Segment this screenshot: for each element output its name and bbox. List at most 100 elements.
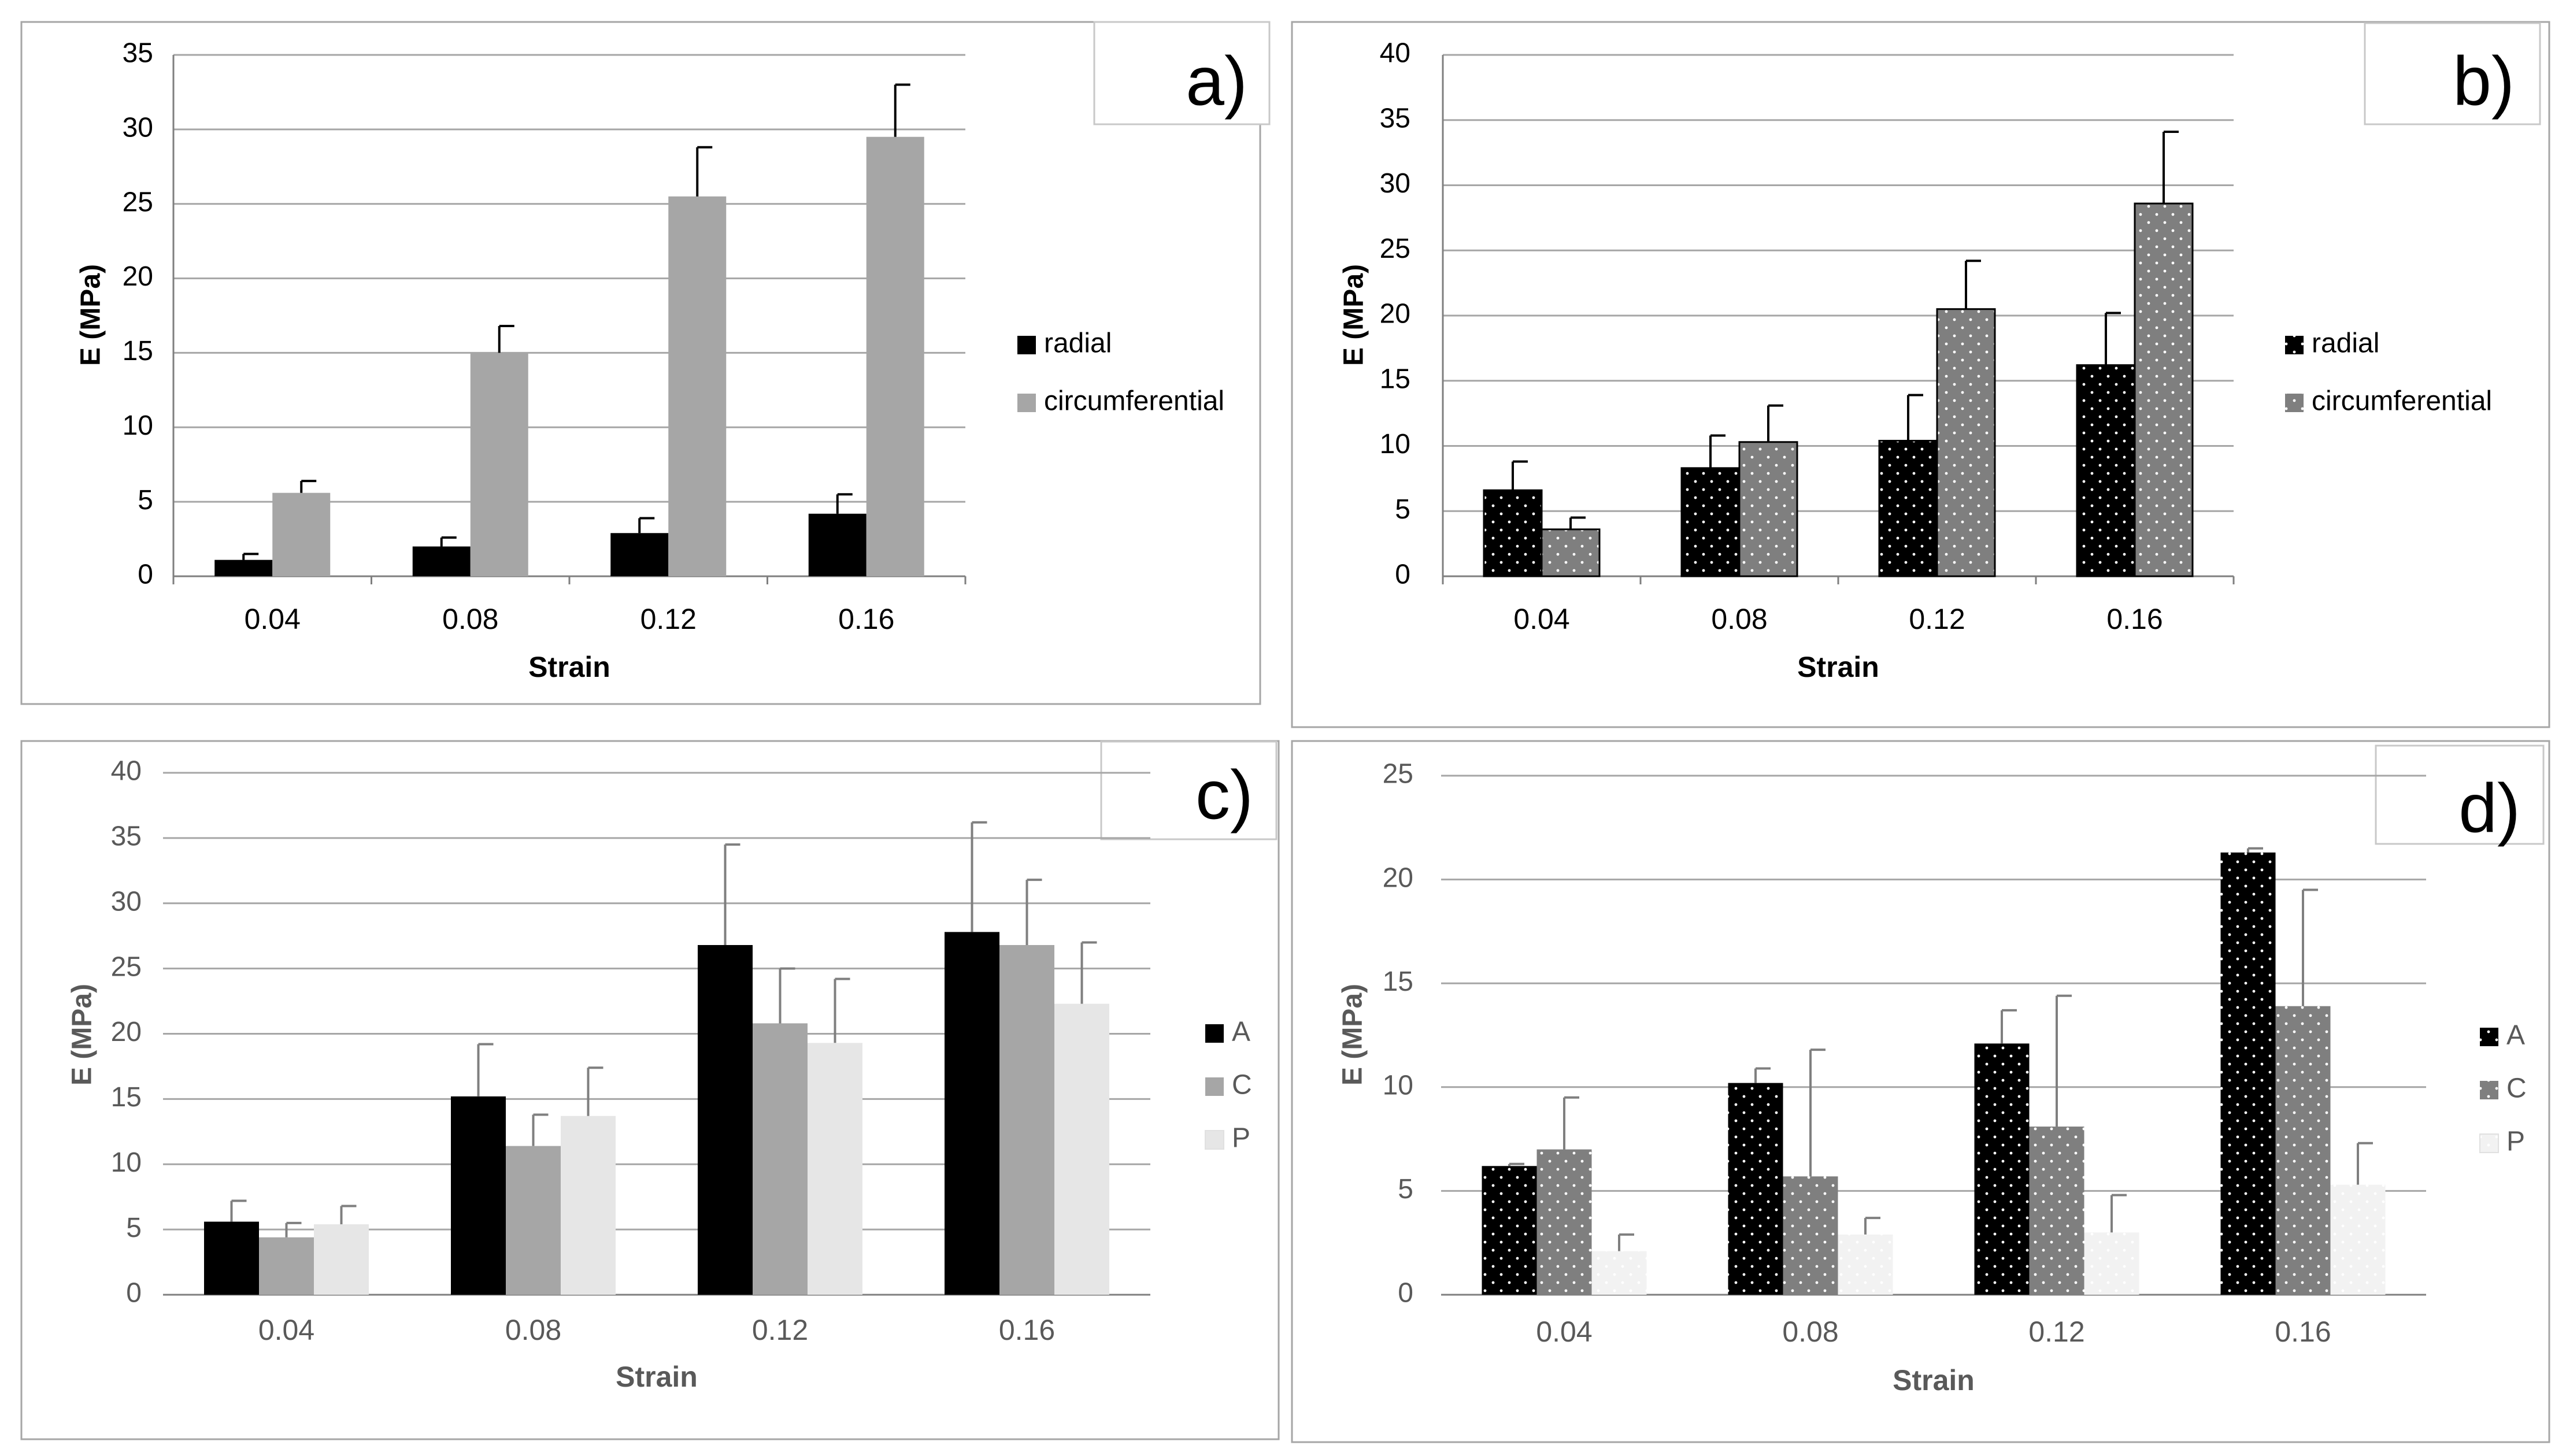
panel-label-box	[2375, 744, 2545, 845]
y-axis-title: E (MPa)	[67, 984, 98, 1085]
y-tick-label: 5	[1398, 1174, 1413, 1205]
legend-swatch-radial	[1017, 336, 1036, 354]
bar-a-0.16	[2220, 852, 2276, 1295]
bar-c-0.04	[1536, 1149, 1592, 1295]
bar-a-0.08	[451, 1096, 506, 1295]
y-tick-label: 10	[123, 410, 153, 441]
x-tick-label: 0.04	[1513, 603, 1569, 635]
legend-label-p: P	[1232, 1123, 1250, 1154]
y-axis-title: E (MPa)	[1339, 264, 1369, 366]
y-tick-label: 20	[1383, 862, 1413, 893]
bar-c-0.16	[2275, 1006, 2331, 1295]
x-tick-label: 0.16	[838, 603, 894, 635]
bar-radial-0.12	[610, 533, 669, 576]
y-tick-label: 15	[111, 1082, 142, 1113]
x-axis-title: Strain	[1893, 1364, 1975, 1396]
bar-c-0.16	[999, 944, 1054, 1295]
bar-p-0.12	[808, 1043, 862, 1295]
x-axis-title: Strain	[616, 1361, 698, 1393]
bar-circumferential-0.04	[1541, 528, 1601, 577]
panel-label: b)	[2453, 43, 2515, 120]
y-tick-label: 10	[111, 1147, 142, 1178]
panel-a-chart: a) 0 5 10 15 20 25 30 35 0.04 0.08 0.12 0.16 Strain E …	[20, 21, 1271, 705]
panel-d-chart: d) 0 5 10 15 20 25 0.04 0.08 0.12 0.16 Strain E (MPa…	[1291, 740, 2550, 1443]
bar-c-0.08	[1783, 1176, 1838, 1295]
bar-circumferential-0.12	[1936, 308, 1996, 577]
y-tick-label: 30	[1380, 168, 1410, 199]
legend-label-c: C	[1232, 1070, 1252, 1101]
x-tick-label: 0.16	[999, 1314, 1055, 1346]
legend-label-radial: radial	[2312, 328, 2379, 359]
y-tick-label: 20	[111, 1017, 142, 1047]
x-tick-label: 0.16	[2275, 1316, 2331, 1348]
bar-a-0.04	[204, 1221, 259, 1295]
y-tick-label: 0	[138, 560, 153, 590]
legend-swatch-a	[1205, 1024, 1224, 1043]
y-tick-label: 30	[123, 113, 153, 143]
legend-label-radial: radial	[1044, 328, 1112, 359]
bar-radial-0.16	[808, 513, 867, 576]
panel-d-frame	[1291, 740, 2550, 1443]
legend-swatch-circumferential	[1017, 394, 1036, 412]
y-tick-label: 25	[111, 951, 142, 982]
panel-label: c)	[1195, 757, 1253, 834]
panel-b-chart: b) 0 5 10 15 20 25 30 35 40 0.04 0.08 0.12 0.16 Strain…	[1291, 21, 2550, 728]
panel-label-box	[2364, 22, 2541, 125]
y-tick-label: 35	[111, 821, 142, 852]
y-tick-label: 25	[1380, 234, 1410, 264]
bar-a-0.04	[1482, 1166, 1537, 1295]
bar-circumferential-0.16	[866, 136, 924, 576]
y-tick-label: 25	[123, 187, 153, 217]
y-tick-label: 0	[1395, 560, 1410, 590]
panel-label-box	[1100, 740, 1278, 840]
bar-circumferential-0.04	[272, 492, 331, 576]
y-tick-label: 5	[1395, 494, 1410, 525]
y-axis-title: E (MPa)	[1338, 984, 1368, 1085]
legend-swatch-c	[2480, 1081, 2498, 1099]
bar-radial-0.04	[214, 560, 273, 576]
y-tick-label: 30	[111, 886, 142, 917]
bar-p-0.12	[2084, 1232, 2139, 1295]
bar-radial-0.08	[1680, 467, 1741, 577]
legend-swatch-radial	[2285, 336, 2304, 354]
bar-c-0.08	[506, 1146, 561, 1295]
y-tick-label: 15	[1380, 364, 1410, 394]
legend-swatch-c	[1205, 1077, 1224, 1096]
legend-label-circumferential: circumferential	[1044, 386, 1224, 417]
panel-b-frame	[1291, 21, 2550, 728]
panel-a-frame	[20, 21, 1261, 705]
panel-c-chart: c) 0 5 10 15 20 25 30 35 40 0.04 0.08 0.12 0.16 Strain…	[20, 740, 1280, 1440]
legend-swatch-p	[1205, 1130, 1224, 1150]
x-tick-label: 0.16	[2106, 603, 2163, 635]
legend-label-c: C	[2506, 1073, 2527, 1104]
bar-radial-0.08	[412, 546, 471, 576]
legend-label-p: P	[2506, 1127, 2525, 1157]
bar-radial-0.12	[1878, 439, 1938, 577]
y-tick-label: 5	[126, 1213, 142, 1243]
panel-label: d)	[2458, 770, 2520, 847]
panel-label: a)	[1186, 43, 1247, 120]
y-tick-label: 20	[123, 261, 153, 292]
x-tick-label: 0.04	[258, 1314, 314, 1346]
y-tick-label: 5	[138, 485, 153, 516]
bar-c-0.12	[2029, 1127, 2084, 1295]
legend-label-circumferential: circumferential	[2312, 386, 2492, 417]
bar-c-0.12	[753, 1023, 808, 1295]
bar-c-0.04	[259, 1237, 314, 1295]
y-tick-label: 40	[1380, 38, 1410, 69]
y-axis-title: E (MPa)	[76, 264, 106, 366]
bar-circumferential-0.08	[1738, 441, 1798, 577]
x-tick-label: 0.04	[1536, 1316, 1592, 1348]
bar-circumferential-0.12	[668, 196, 727, 576]
x-tick-label: 0.12	[752, 1314, 808, 1346]
y-tick-label: 35	[123, 38, 153, 69]
y-tick-label: 25	[1383, 759, 1413, 790]
bar-radial-0.16	[2076, 364, 2136, 577]
x-tick-label: 0.04	[245, 603, 301, 635]
y-tick-label: 10	[1383, 1070, 1413, 1101]
bar-a-0.16	[945, 932, 999, 1295]
x-tick-label: 0.12	[2028, 1316, 2084, 1348]
y-tick-label: 15	[123, 336, 153, 366]
y-tick-label: 10	[1380, 429, 1410, 460]
